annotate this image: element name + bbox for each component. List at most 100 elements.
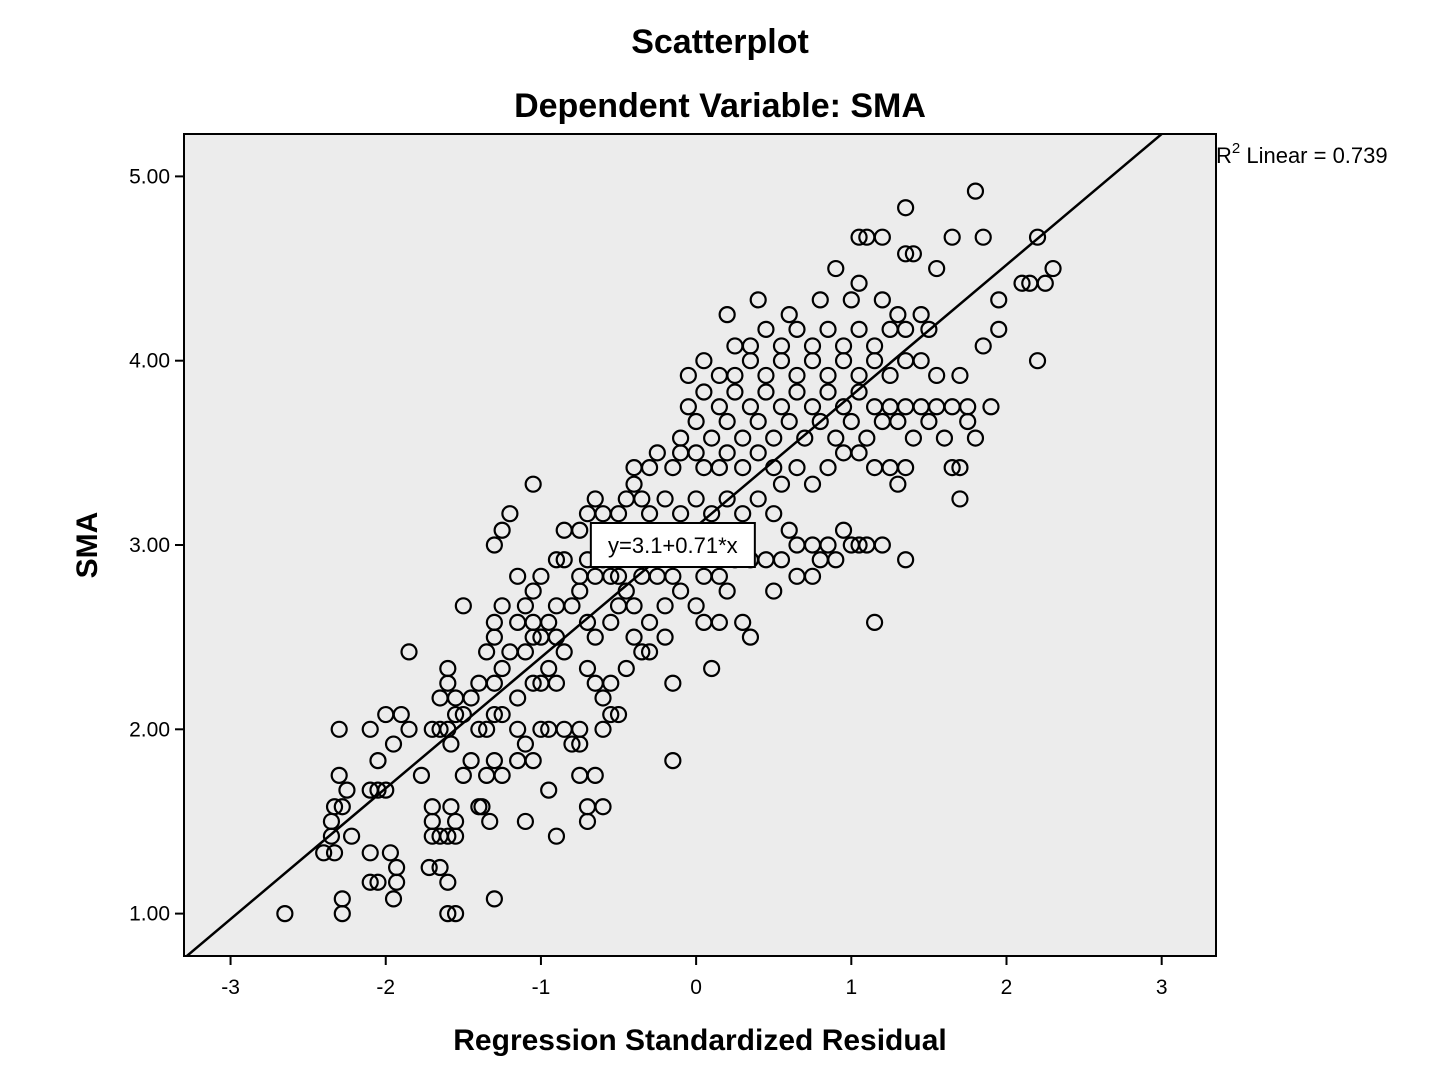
data-point — [796, 429, 814, 447]
data-point — [687, 597, 705, 615]
data-point — [485, 613, 503, 632]
data-point — [772, 398, 791, 416]
data-point — [757, 320, 775, 338]
data-point — [540, 613, 558, 632]
data-point — [315, 844, 333, 862]
data-point — [672, 429, 690, 447]
data-point — [749, 291, 767, 309]
data-point — [625, 475, 643, 493]
data-point — [928, 259, 946, 278]
y-tick-label: 3.00 — [129, 534, 170, 557]
data-point — [772, 551, 791, 569]
y-tick-label: 5.00 — [129, 165, 170, 188]
data-point — [912, 306, 930, 324]
data-point — [850, 320, 868, 338]
data-point — [446, 812, 465, 831]
data-point — [819, 383, 837, 401]
data-point — [788, 383, 806, 401]
data-point — [741, 628, 760, 646]
data-point — [454, 766, 472, 784]
data-point — [594, 689, 612, 707]
data-point — [473, 798, 491, 816]
data-point — [741, 398, 760, 416]
data-point — [555, 551, 573, 569]
data-point — [276, 905, 294, 923]
data-point — [384, 735, 403, 753]
data-point — [609, 567, 628, 585]
data-point — [718, 412, 736, 431]
data-point — [485, 536, 503, 554]
data-point — [640, 505, 659, 523]
data-point — [695, 383, 713, 401]
data-point — [602, 674, 620, 692]
x-tick-label: -2 — [376, 976, 395, 999]
data-point — [369, 752, 387, 770]
data-point — [501, 505, 519, 523]
data-point — [400, 720, 418, 738]
data-point — [710, 398, 728, 416]
data-point — [858, 429, 876, 447]
data-point — [524, 674, 542, 692]
data-point — [656, 628, 674, 646]
x-tick-label: -1 — [532, 976, 551, 999]
data-point — [1028, 228, 1047, 246]
data-point — [819, 366, 837, 385]
data-point — [540, 781, 558, 799]
data-point — [734, 505, 752, 523]
data-point — [516, 812, 535, 831]
data-point — [904, 245, 922, 263]
data-point — [485, 674, 503, 692]
data-point — [741, 337, 760, 355]
data-point — [897, 458, 915, 477]
data-point — [664, 567, 682, 585]
data-point — [850, 274, 868, 292]
data-point — [547, 551, 566, 569]
data-point — [749, 412, 767, 431]
data-point — [594, 720, 612, 738]
data-point — [889, 475, 907, 493]
data-point — [493, 705, 511, 724]
data-point — [361, 781, 379, 799]
data-point — [625, 597, 643, 615]
data-point — [788, 366, 806, 385]
data-point — [470, 720, 488, 738]
data-point — [493, 597, 511, 615]
data-point — [540, 720, 558, 738]
data-point — [361, 720, 379, 738]
data-point — [1028, 352, 1047, 370]
data-point — [850, 444, 868, 462]
data-point — [369, 873, 387, 891]
data-point — [571, 720, 589, 738]
data-point — [842, 291, 860, 309]
data-point — [710, 458, 728, 477]
data-point — [897, 320, 915, 338]
x-tick-label: 2 — [1001, 976, 1013, 999]
data-point — [381, 844, 399, 862]
data-point — [516, 597, 535, 615]
data-point — [788, 458, 806, 477]
data-point — [827, 429, 845, 447]
data-point — [532, 567, 550, 585]
data-point — [555, 643, 573, 661]
x-tick-label: 3 — [1156, 976, 1168, 999]
data-point — [873, 291, 891, 309]
data-point — [772, 337, 791, 355]
data-point — [462, 689, 480, 707]
data-point — [726, 366, 744, 385]
x-axis-label: Regression Standardized Residual — [453, 1024, 946, 1057]
data-point — [912, 352, 930, 370]
data-point — [664, 458, 682, 477]
data-point — [819, 320, 837, 338]
y-tick-label: 1.00 — [129, 903, 170, 926]
data-point — [1044, 259, 1062, 278]
data-point — [625, 628, 643, 646]
data-point — [509, 689, 527, 707]
fit-equation-box: y=3.1+0.71*x — [589, 522, 756, 568]
x-tick-label: -3 — [221, 976, 240, 999]
data-point — [803, 398, 822, 416]
data-point — [361, 844, 379, 862]
data-point — [578, 613, 597, 632]
data-point — [431, 858, 449, 877]
data-point — [586, 766, 604, 784]
